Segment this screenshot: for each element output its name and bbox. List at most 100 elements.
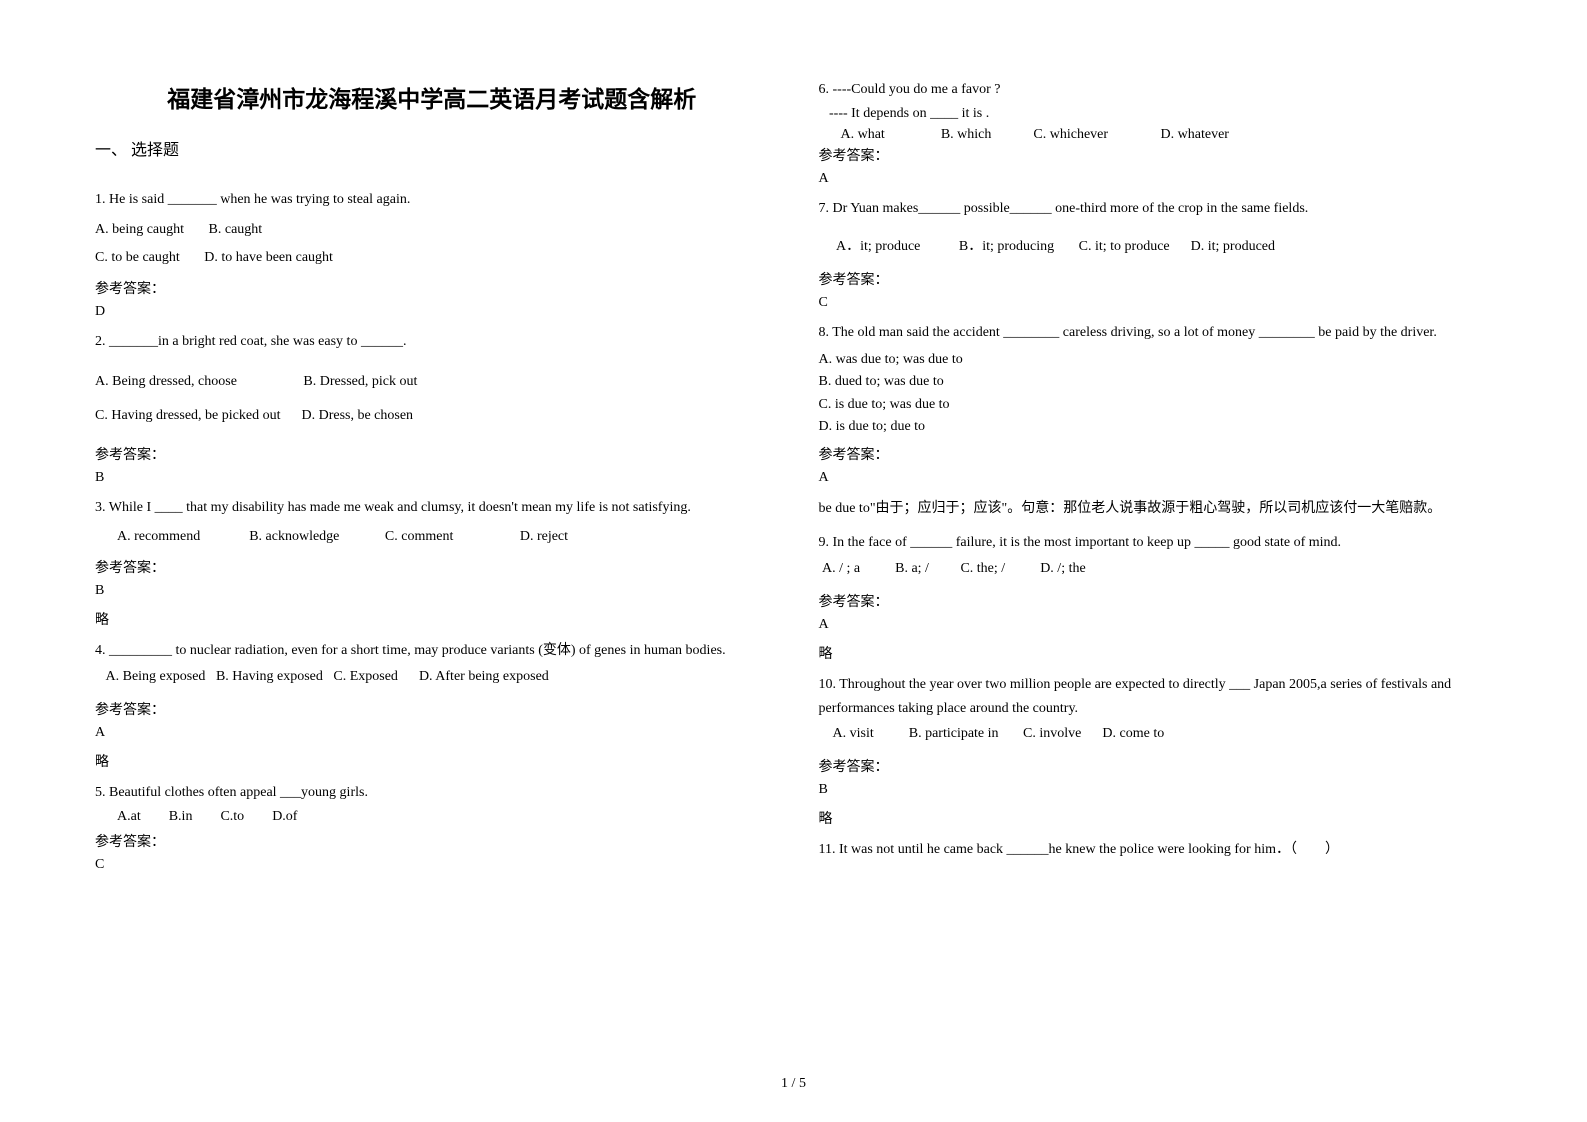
option-c: C. Having dressed, be picked out (95, 408, 280, 423)
answer-label: 参考答案： (95, 278, 769, 298)
answer-note: 略 (819, 643, 1493, 663)
answer-note: 略 (819, 808, 1493, 828)
question-text: 10. Throughout the year over two million… (819, 673, 1493, 721)
option-c: C. to be caught (95, 250, 180, 265)
page-number: 1 / 5 (781, 1076, 806, 1092)
answer-value: B (95, 470, 769, 486)
option-a: A. was due to; was due to (819, 349, 1493, 371)
answer-value: C (95, 857, 769, 873)
option-c: C. is due to; was due to (819, 394, 1493, 416)
question-text: 2. _______in a bright red coat, she was … (95, 330, 769, 354)
option-d: D. whatever (1161, 127, 1229, 142)
page-container: 福建省漳州市龙海程溪中学高二英语月考试题含解析 一、 选择题 1. He is … (95, 80, 1492, 883)
option-a: A. / ; a (822, 561, 860, 576)
question-3: 3. While I ____ that my disability has m… (95, 496, 769, 630)
question-1: 1. He is said _______ when he was trying… (95, 188, 769, 320)
question-options: A. visit B. participate in C. involve D.… (819, 726, 1493, 742)
option-a: A．it; produce (836, 239, 920, 254)
question-text: 3. While I ____ that my disability has m… (95, 496, 769, 520)
question-options: A. / ; a B. a; / C. the; / D. /; the (819, 561, 1493, 577)
answer-value: B (819, 782, 1493, 798)
question-text: 11. It was not until he came back ______… (819, 838, 1493, 862)
right-column: 6. ----Could you do me a favor ? ---- It… (819, 80, 1493, 883)
option-b: B.in (169, 809, 193, 824)
option-d: D. come to (1102, 726, 1164, 741)
option-c: C. it; to produce (1079, 239, 1170, 254)
option-d: D. is due to; due to (819, 416, 1493, 438)
option-b: B．it; producing (959, 239, 1054, 254)
option-d: D.of (272, 809, 297, 824)
answer-label: 参考答案： (95, 831, 769, 851)
answer-label: 参考答案： (819, 756, 1493, 776)
answer-value: B (95, 583, 769, 599)
question-10: 10. Throughout the year over two million… (819, 673, 1493, 829)
option-d: D. /; the (1040, 561, 1086, 576)
option-c: C. whichever (1033, 127, 1108, 142)
option-b: B. caught (209, 222, 263, 237)
question-options: C. to be caught D. to have been caught (95, 244, 769, 272)
question-text: 6. ----Could you do me a favor ? (819, 80, 1493, 100)
option-a: A. what (841, 127, 885, 142)
option-d: D. to have been caught (204, 250, 333, 265)
question-options: C. Having dressed, be picked out D. Dres… (95, 402, 769, 430)
question-options: A. being caught B. caught (95, 216, 769, 244)
option-a: A. recommend (117, 529, 200, 544)
question-7: 7. Dr Yuan makes______ possible______ on… (819, 197, 1493, 311)
question-options: A. Being exposed B. Having exposed C. Ex… (95, 669, 769, 685)
option-a: A. Being exposed (106, 669, 206, 684)
question-11: 11. It was not until he came back ______… (819, 838, 1493, 862)
answer-label: 参考答案： (819, 591, 1493, 611)
option-b: B. acknowledge (249, 529, 339, 544)
question-5: 5. Beautiful clothes often appeal ___you… (95, 781, 769, 873)
document-title: 福建省漳州市龙海程溪中学高二英语月考试题含解析 (95, 80, 769, 114)
question-text: 8. The old man said the accident _______… (819, 321, 1493, 345)
answer-value: A (819, 470, 1493, 486)
option-c: C. comment (385, 529, 453, 544)
option-b: B. Dressed, pick out (303, 374, 417, 389)
option-b: B. a; / (895, 561, 929, 576)
answer-value: D (95, 304, 769, 320)
option-a: A. Being dressed, choose (95, 374, 237, 389)
option-c: C. involve (1023, 726, 1081, 741)
answer-value: A (819, 171, 1493, 187)
question-2: 2. _______in a bright red coat, she was … (95, 330, 769, 486)
section-header: 一、 选择题 (95, 136, 769, 160)
answer-label: 参考答案： (819, 444, 1493, 464)
answer-note: 略 (95, 609, 769, 629)
question-text: 5. Beautiful clothes often appeal ___you… (95, 781, 769, 805)
answer-value: A (819, 617, 1493, 633)
answer-explanation: be due to"由于；应归于；应该"。句意：那位老人说事故源于粗心驾驶，所以… (819, 496, 1493, 523)
option-c: C. Exposed (333, 669, 398, 684)
option-d: D. Dress, be chosen (301, 408, 413, 423)
option-d: D. After being exposed (419, 669, 549, 684)
question-9: 9. In the face of ______ failure, it is … (819, 531, 1493, 663)
option-c: C.to (220, 809, 244, 824)
question-options: A.at B.in C.to D.of (95, 809, 769, 825)
option-a: A.at (117, 809, 141, 824)
question-text: 1. He is said _______ when he was trying… (95, 188, 769, 212)
answer-label: 参考答案： (95, 557, 769, 577)
answer-label: 参考答案： (95, 444, 769, 464)
option-b: B. dued to; was due to (819, 371, 1493, 393)
answer-value: A (95, 725, 769, 741)
question-text: 7. Dr Yuan makes______ possible______ on… (819, 197, 1493, 221)
answer-label: 参考答案： (819, 269, 1493, 289)
question-options: A. recommend B. acknowledge C. comment D… (95, 523, 769, 551)
option-b: B. Having exposed (216, 669, 323, 684)
question-text: 9. In the face of ______ failure, it is … (819, 531, 1493, 555)
answer-note: 略 (95, 751, 769, 771)
left-column: 福建省漳州市龙海程溪中学高二英语月考试题含解析 一、 选择题 1. He is … (95, 80, 769, 883)
question-6: 6. ----Could you do me a favor ? ---- It… (819, 80, 1493, 187)
option-a: A. being caught (95, 222, 184, 237)
option-c: C. the; / (960, 561, 1005, 576)
question-text2: ---- It depends on ____ it is . (819, 104, 1493, 124)
option-b: B. which (941, 127, 992, 142)
answer-label: 参考答案： (95, 699, 769, 719)
question-options: A. what B. which C. whichever D. whateve… (819, 127, 1493, 143)
answer-value: C (819, 295, 1493, 311)
option-d: D. it; produced (1191, 239, 1275, 254)
option-a: A. visit (833, 726, 874, 741)
question-8: 8. The old man said the accident _______… (819, 321, 1493, 523)
option-d: D. reject (520, 529, 568, 544)
question-text: 4. _________ to nuclear radiation, even … (95, 639, 769, 663)
